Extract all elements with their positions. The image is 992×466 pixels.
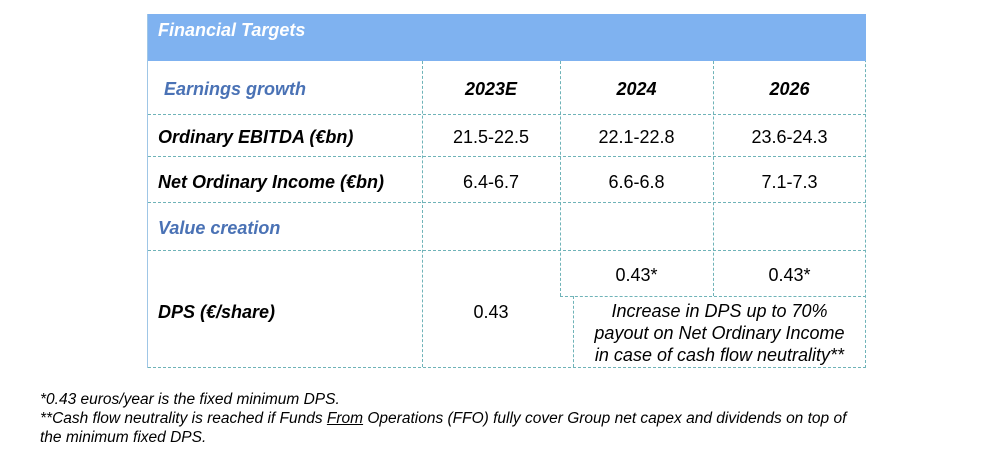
net-income-2026: 7.1-7.3 — [761, 172, 818, 192]
column-divider — [422, 61, 423, 367]
dps-increase-line: in case of cash flow neutrality** — [594, 345, 845, 365]
ebitda-2024: 22.1-22.8 — [598, 127, 675, 147]
row-divider — [148, 156, 866, 157]
ebitda-2026: 23.6-24.3 — [751, 127, 828, 147]
row-label-ebitda: Ordinary EBITDA (€bn) — [158, 127, 354, 147]
table-banner: Financial Targets — [148, 14, 866, 61]
year-header-2024: 2024 — [616, 79, 657, 99]
dps-2024: 0.43* — [615, 265, 658, 285]
column-divider — [713, 61, 714, 296]
ebitda-2023e: 21.5-22.5 — [452, 127, 530, 147]
row-label-dps: DPS (€/share) — [158, 302, 276, 322]
dps-increase-line: payout on Net Ordinary Income — [594, 323, 845, 343]
table-title: Financial Targets — [158, 20, 306, 40]
row-divider — [148, 202, 866, 203]
dps-2026: 0.43* — [768, 265, 811, 285]
row-label-net-income: Net Ordinary Income (€bn) — [158, 172, 385, 192]
row-divider — [148, 367, 866, 368]
net-income-2023e: 6.4-6.7 — [462, 172, 520, 192]
row-divider-partial — [560, 296, 866, 297]
dps-increase-line: Increase in DPS up to 70% — [611, 301, 828, 321]
year-header-2026: 2026 — [769, 79, 810, 99]
footnote-text: **Cash flow neutrality is reached if Fun… — [40, 410, 327, 427]
financial-targets-table: Financial Targets Earnings growth 2023E … — [147, 14, 866, 368]
section-value-creation: Value creation — [158, 218, 281, 238]
dps-2023e: 0.43 — [473, 302, 509, 322]
row-divider — [148, 250, 866, 251]
footnote-continuation: the minimum fixed DPS. — [40, 429, 207, 446]
footnote-underlined-word: From — [326, 410, 364, 427]
footnotes: *0.43 euros/year is the fixed minimum DP… — [40, 390, 990, 447]
footnote-minimum-dps: *0.43 euros/year is the fixed minimum DP… — [40, 391, 340, 408]
footnote-cash-flow-neutrality: **Cash flow neutrality is reached if Fun… — [40, 409, 990, 428]
year-header-2023e: 2023E — [464, 79, 518, 99]
column-divider — [573, 296, 574, 367]
row-divider — [148, 114, 866, 115]
net-income-2024: 6.6-6.8 — [608, 172, 665, 192]
column-divider — [560, 61, 561, 296]
section-earnings-growth: Earnings growth — [164, 79, 307, 99]
dps-increase-note: Increase in DPS up to 70% payout on Net … — [573, 300, 866, 366]
footnote-text: Operations (FFO) fully cover Group net c… — [363, 410, 847, 427]
